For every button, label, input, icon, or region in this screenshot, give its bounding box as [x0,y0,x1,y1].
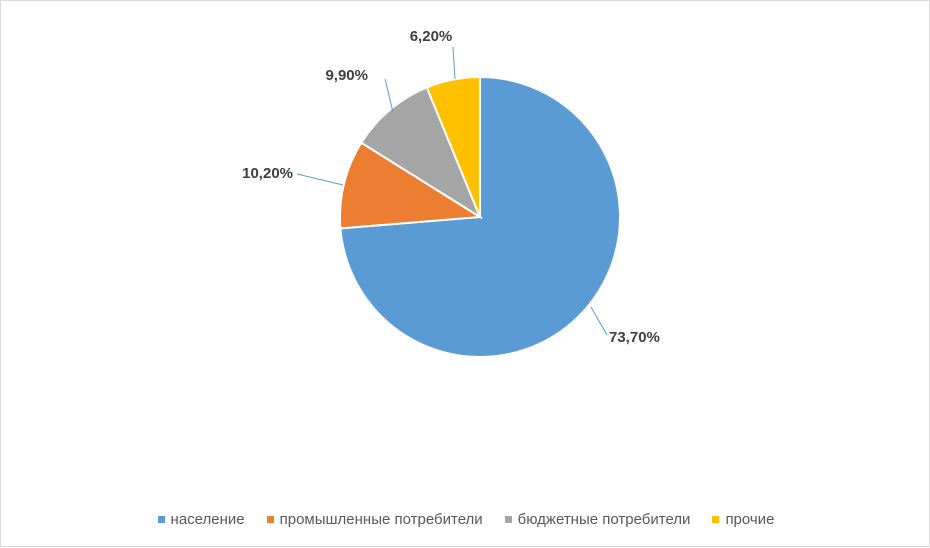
pie-slice-budget [359,86,483,220]
legend-item-budget: бюджетные потребители [504,511,691,528]
legend-label-budget: бюджетные потребители [517,511,691,528]
legend-label-naselenie: население [170,511,245,528]
leader-line-budget [384,78,394,113]
legend-label-industrial: промышленные потребители [279,511,483,528]
legend-item-naselenie: население [157,511,245,528]
legend-item-industrial: промышленные потребители [266,511,483,528]
legend-swatch-other [712,516,720,523]
data-label-budget: 9,90% [325,67,368,84]
legend-swatch-naselenie [157,516,165,523]
legend-label-other: прочие [725,511,775,528]
legend-item-other: прочие [712,511,774,528]
pie-slice-industrial [339,141,484,230]
legend-swatch-industrial [266,516,274,523]
legend: население промышленные потребители бюдже… [1,511,930,528]
data-label-naselenie: 73,70% [609,329,660,346]
pie-slice-other [425,75,481,218]
leader-line-industrial [296,173,344,186]
leader-line-other [452,46,456,80]
data-label-industrial: 10,20% [242,165,293,182]
data-label-other: 6,20% [410,28,453,45]
legend-swatch-budget [504,516,512,523]
leader-line-naselenie [590,306,608,336]
